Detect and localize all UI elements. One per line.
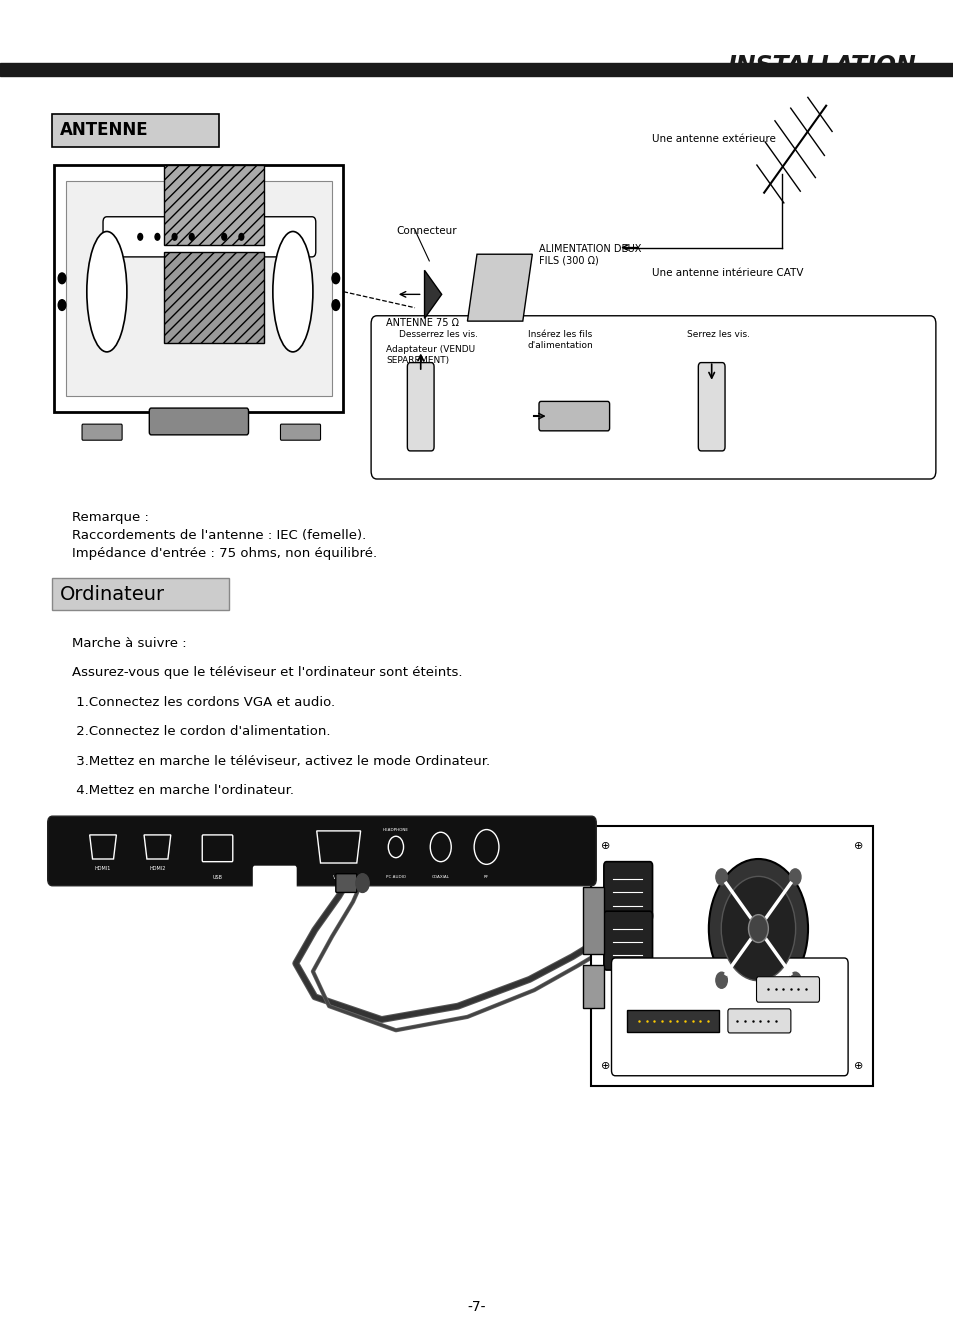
Text: ANTENNE: ANTENNE — [60, 122, 149, 139]
Text: Serrez les vis.: Serrez les vis. — [686, 330, 749, 340]
FancyBboxPatch shape — [756, 977, 819, 1002]
Text: 1.Connectez les cordons VGA et audio.: 1.Connectez les cordons VGA et audio. — [71, 696, 335, 709]
Text: 3.Mettez en marche le téléviseur, activez le mode Ordinateur.: 3.Mettez en marche le téléviseur, active… — [71, 755, 489, 768]
Text: Connecteur: Connecteur — [395, 226, 456, 235]
FancyBboxPatch shape — [407, 363, 434, 451]
Circle shape — [715, 868, 726, 884]
Polygon shape — [316, 831, 360, 863]
Circle shape — [355, 874, 369, 892]
FancyBboxPatch shape — [103, 217, 315, 257]
FancyBboxPatch shape — [149, 408, 248, 435]
FancyBboxPatch shape — [603, 862, 652, 921]
Text: Adaptateur (VENDU
SEPAREMENT): Adaptateur (VENDU SEPAREMENT) — [386, 345, 475, 364]
FancyBboxPatch shape — [335, 874, 356, 892]
FancyBboxPatch shape — [727, 1009, 790, 1033]
Circle shape — [58, 300, 66, 310]
Circle shape — [58, 273, 66, 284]
Text: Remarque :
Raccordements de l'antenne : IEC (femelle).
Impédance d'entrée : 75 o: Remarque : Raccordements de l'antenne : … — [71, 511, 376, 561]
Circle shape — [720, 876, 795, 981]
Circle shape — [172, 233, 176, 241]
Ellipse shape — [273, 231, 313, 352]
Text: Assurez-vous que le téléviseur et l'ordinateur sont éteints.: Assurez-vous que le téléviseur et l'ordi… — [71, 666, 461, 680]
Text: Insérez les fils
d'alimentation: Insérez les fils d'alimentation — [527, 330, 593, 349]
FancyBboxPatch shape — [202, 835, 233, 862]
Polygon shape — [424, 270, 441, 318]
FancyBboxPatch shape — [253, 866, 296, 892]
Text: Desserrez les vis.: Desserrez les vis. — [398, 330, 477, 340]
FancyBboxPatch shape — [538, 401, 609, 431]
Ellipse shape — [87, 231, 127, 352]
Bar — [54, 165, 343, 412]
Circle shape — [715, 973, 726, 989]
Bar — [52, 578, 229, 610]
FancyBboxPatch shape — [582, 965, 603, 1008]
Text: RF: RF — [483, 875, 489, 879]
Text: ANTENNE 75 Ω: ANTENNE 75 Ω — [386, 318, 459, 328]
Text: HDMI2: HDMI2 — [149, 866, 166, 871]
Circle shape — [332, 273, 339, 284]
Text: PC AUDIO: PC AUDIO — [386, 875, 405, 879]
Text: ALIMENTATION DEUX
FILS (300 Ω): ALIMENTATION DEUX FILS (300 Ω) — [538, 244, 640, 265]
FancyBboxPatch shape — [280, 424, 320, 440]
Text: ⊕: ⊕ — [600, 840, 610, 851]
Text: Une antenne extérieure: Une antenne extérieure — [651, 134, 775, 143]
Circle shape — [189, 233, 193, 241]
Bar — [52, 114, 219, 147]
Text: COAXIAL: COAXIAL — [432, 875, 449, 879]
Text: ⊕: ⊕ — [600, 1061, 610, 1072]
Bar — [591, 826, 872, 1086]
Text: USB: USB — [213, 875, 222, 880]
Text: ⊕: ⊕ — [853, 1061, 862, 1072]
Circle shape — [221, 233, 226, 241]
Text: Marche à suivre :: Marche à suivre : — [71, 637, 186, 650]
Text: 4.Mettez en marche l'ordinateur.: 4.Mettez en marche l'ordinateur. — [71, 784, 294, 797]
Circle shape — [748, 915, 767, 942]
Text: Ordinateur: Ordinateur — [60, 585, 165, 603]
Circle shape — [332, 300, 339, 310]
Circle shape — [388, 836, 403, 858]
Polygon shape — [90, 835, 116, 859]
Text: HDMI1: HDMI1 — [94, 866, 112, 871]
Bar — [164, 165, 264, 245]
Circle shape — [430, 832, 451, 862]
Text: ⊕: ⊕ — [853, 840, 862, 851]
Circle shape — [474, 830, 498, 864]
Text: VGA: VGA — [333, 875, 344, 880]
FancyBboxPatch shape — [603, 911, 652, 970]
Text: HEADPHONE: HEADPHONE — [382, 828, 409, 832]
Circle shape — [789, 868, 801, 884]
Circle shape — [789, 973, 801, 989]
FancyBboxPatch shape — [371, 316, 935, 479]
Circle shape — [708, 859, 807, 998]
Text: Une antenne intérieure CATV: Une antenne intérieure CATV — [651, 268, 802, 277]
Bar — [164, 252, 264, 343]
Circle shape — [137, 233, 142, 241]
FancyBboxPatch shape — [48, 816, 596, 886]
Bar — [66, 181, 332, 396]
Polygon shape — [467, 254, 532, 321]
FancyBboxPatch shape — [626, 1010, 719, 1032]
Text: -7-: -7- — [467, 1301, 486, 1314]
FancyBboxPatch shape — [82, 424, 122, 440]
Circle shape — [238, 233, 243, 241]
FancyBboxPatch shape — [611, 958, 847, 1076]
Text: 2.Connectez le cordon d'alimentation.: 2.Connectez le cordon d'alimentation. — [71, 725, 330, 739]
FancyBboxPatch shape — [582, 887, 603, 954]
Bar — [0, 63, 953, 76]
Text: INSTALLATION: INSTALLATION — [726, 54, 915, 78]
Circle shape — [154, 233, 159, 241]
Polygon shape — [144, 835, 171, 859]
FancyBboxPatch shape — [698, 363, 724, 451]
Text: Cette séquence est très importante.: Cette séquence est très importante. — [71, 843, 314, 856]
